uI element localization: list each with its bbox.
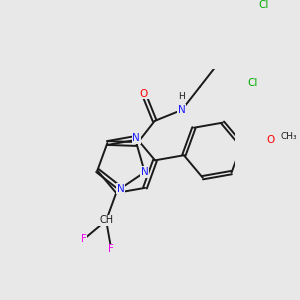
Text: H: H <box>178 92 185 101</box>
Text: F: F <box>81 234 87 244</box>
Text: O: O <box>266 135 274 145</box>
Text: Cl: Cl <box>248 78 258 88</box>
Text: CH: CH <box>99 215 113 226</box>
Text: CH₃: CH₃ <box>281 132 298 141</box>
Text: Cl: Cl <box>259 0 269 10</box>
Text: O: O <box>140 89 148 99</box>
Text: F: F <box>108 244 114 254</box>
Text: N: N <box>117 184 124 194</box>
Text: N: N <box>178 105 186 115</box>
Text: N: N <box>141 167 148 177</box>
Text: N: N <box>132 133 140 143</box>
